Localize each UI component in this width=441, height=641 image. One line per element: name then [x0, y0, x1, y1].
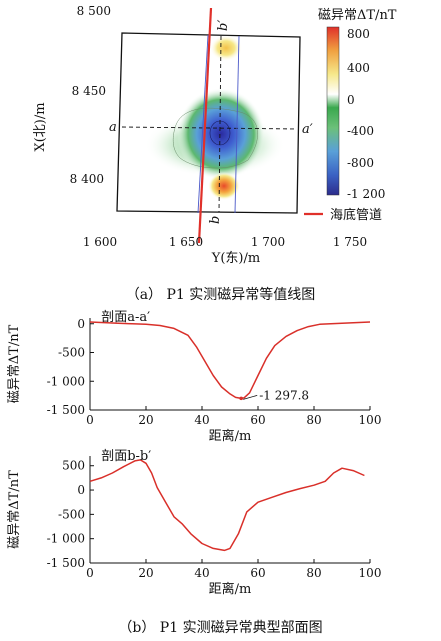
profile-a-xlabel: 距离/m [209, 428, 252, 444]
xtick-1650: 1 650 [169, 235, 203, 249]
profile-b-xtick-label: 40 [194, 566, 209, 580]
positive-anomaly-south [208, 172, 240, 200]
map-ylabel: X(北)/m [33, 102, 48, 151]
profile-b-xtick-label: 80 [306, 566, 321, 580]
profile-a-annotation-leader [243, 394, 258, 400]
caption-b: （b） P1 实测磁异常典型部面图 [118, 620, 323, 636]
xtick-1750: 1 750 [333, 235, 367, 249]
profile-a-xtick-label: 60 [250, 413, 265, 427]
profile-b-xtick-label: 60 [250, 566, 265, 580]
colorbar-tick-minus1200: -1 200 [347, 187, 385, 201]
profile-b-chart: 0 20 40 60 80 100 500 0 -500 -1 000 -1 500 剖面b-b′ 距离… [7, 449, 381, 597]
colorbar [326, 26, 340, 196]
profile-line-b [218, 35, 222, 213]
xtick-1700: 1 700 [251, 235, 285, 249]
colorbar-tick-0: 0 [347, 93, 355, 107]
profile-b-ytick-label: -500 [58, 507, 85, 521]
profile-a-xtick-label: 20 [138, 413, 153, 427]
negative-anomaly [177, 88, 265, 180]
profile-a-ylabel: 磁异常ΔT/nT [7, 324, 22, 403]
profile-a-series-line [89, 321, 371, 400]
legend-pipeline-label: 海底管道 [330, 207, 382, 223]
subsea-pipeline [197, 7, 213, 244]
colorbar-tick-minus400: -400 [347, 124, 374, 138]
profile-b-title: 剖面b-b′ [101, 449, 151, 464]
profile-a-ytick-label: -1 500 [47, 403, 85, 417]
colorbar-tick-minus800: -800 [347, 156, 374, 170]
profile-a-annotation: -1 297.8 [259, 388, 309, 402]
label-b-end: b′ [216, 20, 231, 31]
caption-a: （a） P1 实测磁异常等值线图 [125, 287, 316, 303]
profile-b-ytick-label: 500 [62, 459, 85, 473]
xtick-1600: 1 600 [83, 235, 117, 249]
profile-a-chart: 0 20 40 60 80 100 0 -500 -1 000 -1 500 剖面a-a′ 距离/m 磁… [7, 310, 381, 444]
colorbar-title: 磁异常ΔT/nT [318, 8, 397, 23]
colorbar-tick-400: 400 [347, 61, 370, 75]
profile-b-xlabel: 距离/m [209, 581, 252, 597]
label-b-start: b [208, 216, 223, 224]
profile-a-xtick-label: 40 [194, 413, 209, 427]
profile-b-series-line [89, 459, 365, 552]
profile-b-xtick-label: 100 [359, 566, 382, 580]
profile-a-min-point [239, 396, 243, 401]
profile-b-ytick-label: -1 000 [47, 532, 85, 546]
anomaly-field [145, 35, 285, 200]
profile-b-xtick-label: 0 [86, 566, 94, 580]
pipe-corridor-left [197, 34, 209, 214]
profile-a-title: 剖面a-a′ [101, 310, 150, 325]
profile-b-ylabel: 磁异常ΔT/nT [7, 470, 22, 549]
profile-a-ytick-label: -1 000 [47, 374, 85, 388]
profile-line-a [121, 126, 298, 130]
positive-anomaly-north [210, 35, 242, 61]
profile-a-xtick-label: 0 [86, 413, 94, 427]
ytick-8400: 8 400 [70, 172, 104, 186]
profile-a-ytick-label: 0 [77, 317, 85, 331]
contour-map: a a′ b′ b 8 500 8 450 8 400 X(北)/m 1 600… [33, 4, 397, 266]
map-xlabel: Y(东)/m [211, 251, 260, 266]
ytick-8500: 8 500 [77, 4, 111, 18]
colorbar-tick-800: 800 [347, 27, 370, 41]
profile-b-ytick-label: 0 [77, 483, 85, 497]
profile-a-ytick-label: -500 [58, 346, 85, 360]
label-a-end: a′ [302, 122, 313, 137]
profile-b-ytick-label: -1 500 [47, 556, 85, 570]
profile-b-xtick-label: 20 [138, 566, 153, 580]
ytick-8450: 8 450 [72, 84, 106, 98]
pipe-corridor-right [234, 35, 240, 214]
profile-a-xtick-label: 100 [359, 413, 382, 427]
profile-a-xtick-label: 80 [306, 413, 321, 427]
label-a-start: a [109, 120, 117, 135]
